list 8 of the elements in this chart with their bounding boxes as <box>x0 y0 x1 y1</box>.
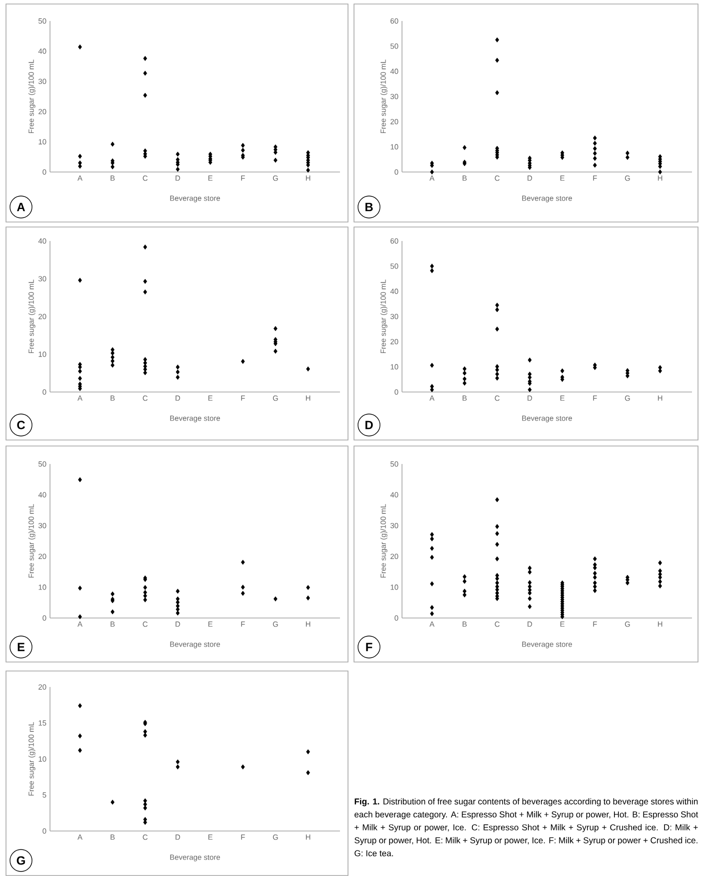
text: A <box>16 202 25 212</box>
text: E <box>18 642 25 652</box>
text: Fig. 1. Distribution of free sugar contents of beverages according to beverage stores within each beverage category. A: Espresso Shot + Milk + Syrup or power, Hot. B: Espresso Shot + Milk + Syrup or power, Ice. C: Espresso Shot + Milk + Syrup + Crushed ice. D: Milk + Syrup or power, Hot. E: Milk + Syrup or power, Ice. F: Milk + Syrup or power + Crushed ice. G: Ice tea. <box>354 798 698 856</box>
text: G <box>16 856 25 865</box>
text: F <box>366 642 372 652</box>
text: B <box>365 202 373 212</box>
text: C <box>17 420 25 430</box>
text: D <box>365 420 373 430</box>
